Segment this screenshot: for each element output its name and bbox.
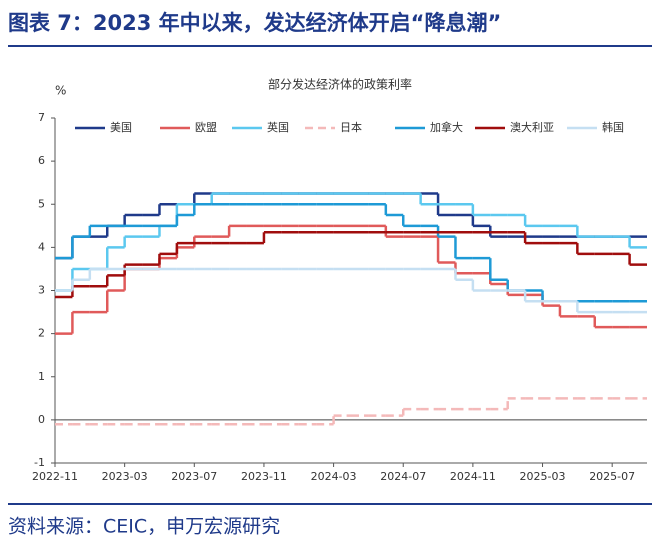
- series-6: [55, 267, 647, 314]
- y-tick-label: 3: [38, 284, 45, 297]
- x-tick-label: 2025-07: [589, 470, 635, 483]
- header-title: 图表 7：2023 年中以来，发达经济体开启“降息潮”: [8, 11, 501, 35]
- legend-label: 欧盟: [195, 121, 217, 134]
- series-3: [55, 397, 647, 426]
- chart-title: 部分发达经济体的政策利率: [268, 77, 412, 92]
- y-tick-label: 4: [38, 240, 45, 253]
- legend-label: 韩国: [602, 120, 624, 134]
- y-tick-label: 5: [38, 197, 45, 210]
- x-tick-label: 2022-11: [32, 470, 78, 483]
- x-tick-label: 2023-07: [171, 470, 217, 483]
- series-5: [55, 231, 647, 299]
- x-tick-label: 2024-11: [450, 470, 496, 483]
- footer-source: 资料来源：CEIC，申万宏源研究: [8, 516, 280, 538]
- y-tick-label: 7: [38, 111, 45, 124]
- y-tick-label: -1: [34, 456, 45, 469]
- series-4: [55, 203, 647, 303]
- x-tick-label: 2023-11: [241, 470, 287, 483]
- x-tick-label: 2024-07: [380, 470, 426, 483]
- series-2: [55, 192, 647, 292]
- y-tick-label: 2: [38, 327, 45, 340]
- x-tick-label: 2023-03: [102, 470, 148, 483]
- legend-label: 澳大利亚: [510, 120, 554, 134]
- x-tick-label: 2024-03: [311, 470, 357, 483]
- y-tick-label: 0: [38, 413, 45, 426]
- y-tick-label: 6: [38, 154, 45, 167]
- legend-label: 美国: [110, 121, 132, 134]
- legend-label: 日本: [340, 120, 362, 134]
- y-unit: %: [55, 84, 66, 98]
- legend-label: 英国: [267, 120, 289, 134]
- legend-label: 加拿大: [430, 120, 463, 134]
- x-tick-label: 2025-03: [520, 470, 566, 483]
- y-tick-label: 1: [38, 370, 45, 383]
